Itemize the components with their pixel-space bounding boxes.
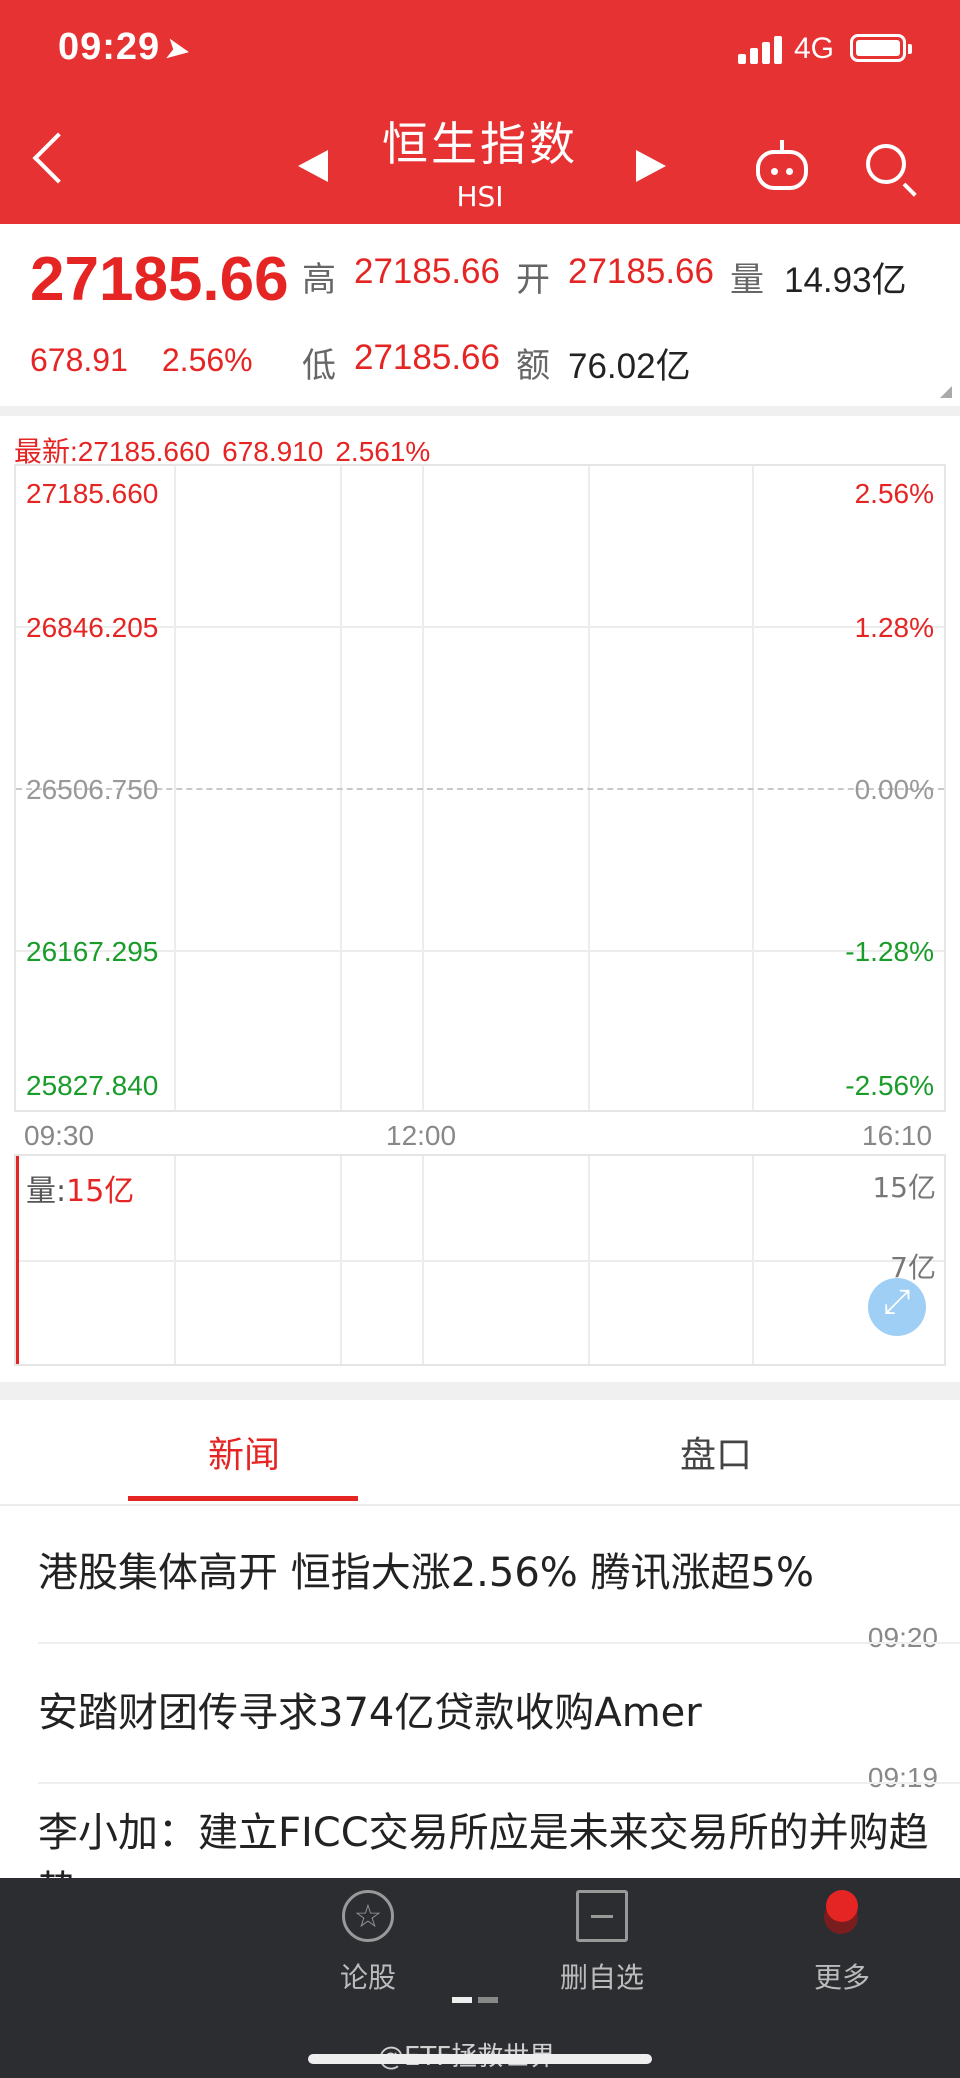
y-tick-right: 1.28% — [854, 612, 934, 643]
news-time: 09:19 — [867, 1762, 938, 1793]
remove-watchlist-label: 删自选 — [559, 1961, 644, 1994]
remove-watchlist-icon — [576, 1890, 628, 1942]
y-tick-left: 26846.205 — [26, 612, 159, 643]
volume-axis-top: 15亿 — [872, 1171, 936, 1204]
forum-button[interactable]: 论股 — [288, 1890, 448, 1996]
y-tick-left: 26167.295 — [26, 936, 159, 967]
news-title: 李小加：建立FICC交易所应是未来交易所的并购趋势 — [38, 1810, 929, 1880]
y-tick-left: 26506.750 — [26, 774, 159, 805]
divider — [0, 406, 960, 416]
forum-icon — [342, 1890, 394, 1942]
y-tick-right: -1.28% — [845, 936, 934, 967]
latest-pct: 2.561% — [335, 436, 431, 467]
change-row: 678.91 2.56% — [30, 342, 253, 379]
news-time: 09:20 — [867, 1622, 938, 1653]
x-tick: 16:10 — [862, 1120, 933, 1151]
signal-icon — [738, 34, 786, 64]
more-button[interactable]: 更多 — [762, 1890, 922, 1996]
location-arrow-icon: ➤ — [163, 32, 194, 67]
volume-plot[interactable]: 量:15亿 15亿 7亿 — [14, 1154, 946, 1366]
tab-active-indicator — [128, 1496, 358, 1501]
low-value: 27185.66 — [354, 338, 500, 377]
y-tick-right: 2.56% — [854, 478, 934, 509]
page-indicator — [452, 1988, 504, 2007]
news-title: 安踏财团传寻求374亿贷款收购Amer — [38, 1690, 702, 1736]
list-item[interactable]: 李小加：建立FICC交易所应是未来交易所的并购趋势 — [38, 1804, 938, 1880]
volume-readout-value: 15亿 — [66, 1174, 135, 1209]
search-icon[interactable] — [866, 144, 906, 184]
volume-label: 量 — [730, 260, 764, 300]
current-price: 27185.66 — [30, 245, 289, 314]
more-label: 更多 — [813, 1961, 870, 1994]
divider — [0, 1382, 960, 1400]
latest-change: 678.910 — [222, 436, 324, 467]
volume-readout-label: 量: — [26, 1174, 67, 1209]
latest-price: 最新:27185.660 — [14, 436, 211, 467]
y-tick-right: 0.00% — [854, 774, 934, 805]
y-tick-left: 27185.660 — [26, 478, 159, 509]
y-tick-left: 25827.840 — [26, 1070, 159, 1101]
open-value: 27185.66 — [568, 252, 714, 291]
low-label: 低 — [302, 346, 336, 386]
next-index-icon[interactable] — [636, 150, 666, 182]
bottom-action-bar: 论股 删自选 更多 @ETF拯救世界 — [0, 1878, 960, 2078]
list-item[interactable]: 安踏财团传寻求374亿贷款收购Amer 09:19 — [38, 1684, 938, 1794]
battery-icon — [850, 34, 912, 62]
prev-index-icon[interactable] — [298, 150, 328, 182]
amount-value: 76.02亿 — [568, 347, 691, 386]
remove-watchlist-button[interactable]: 删自选 — [522, 1890, 682, 1996]
high-value: 27185.66 — [354, 252, 500, 291]
high-label: 高 — [302, 260, 336, 300]
divider — [38, 1642, 960, 1644]
header-bar: 09:29 ➤ 4G 恒生指数 HSI — [0, 0, 960, 224]
volume-bar — [16, 1156, 19, 1364]
robot-assistant-icon[interactable] — [756, 140, 808, 190]
more-icon — [816, 1890, 868, 1942]
price-plot[interactable]: 27185.660 26846.205 26506.750 26167.295 … — [14, 464, 946, 1112]
tab-news[interactable]: 新闻 — [208, 1435, 281, 1476]
volume-readout: 量:15亿 — [26, 1166, 134, 1210]
home-indicator[interactable] — [308, 2054, 652, 2064]
y-tick-right: -2.56% — [845, 1070, 934, 1101]
forum-label: 论股 — [339, 1961, 396, 1994]
status-time: 09:29 ➤ — [58, 26, 194, 69]
network-type: 4G — [794, 32, 835, 65]
latest-readout: 最新:27185.660 678.910 2.561% — [14, 430, 430, 470]
list-item[interactable]: 港股集体高开 恒指大涨2.56% 腾讯涨超5% 09:20 — [38, 1544, 938, 1654]
page-title: 恒生指数 — [382, 117, 578, 171]
price-change-pct: 2.56% — [161, 342, 253, 378]
news-list: 港股集体高开 恒指大涨2.56% 腾讯涨超5% 09:20 安踏财团传寻求374… — [0, 1508, 960, 1880]
status-time-text: 09:29 — [58, 26, 161, 68]
news-title: 港股集体高开 恒指大涨2.56% 腾讯涨超5% — [38, 1550, 814, 1596]
intraday-chart[interactable]: 最新:27185.660 678.910 2.561% 27185.660 2684… — [0, 416, 960, 1376]
divider — [38, 1782, 960, 1784]
price-change: 678.91 — [30, 342, 128, 378]
tab-order-book[interactable]: 盘口 — [680, 1435, 753, 1476]
back-icon[interactable] — [32, 132, 84, 184]
tab-bar: 新闻 盘口 — [0, 1400, 960, 1506]
page-subtitle: HSI — [456, 180, 504, 213]
volume-value: 14.93亿 — [784, 261, 907, 300]
quote-panel: 27185.66 678.91 2.56% 高 27185.66 开 27185.… — [0, 226, 960, 406]
fullscreen-button[interactable] — [868, 1278, 926, 1336]
expand-corner-icon[interactable] — [940, 386, 952, 398]
x-tick: 12:00 — [386, 1120, 457, 1151]
open-label: 开 — [516, 260, 550, 300]
amount-label: 额 — [516, 346, 550, 386]
x-tick: 09:30 — [24, 1120, 95, 1151]
